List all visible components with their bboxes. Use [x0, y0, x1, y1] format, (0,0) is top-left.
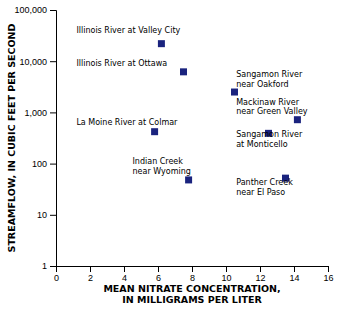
tick-mark	[226, 266, 227, 272]
tick-mark	[192, 266, 193, 272]
tick-label: 14	[289, 273, 299, 283]
tick-label: 4	[122, 273, 127, 283]
tick-label: 8	[190, 273, 195, 283]
annotation: Illinois River at Ottawa	[76, 59, 167, 68]
annotation: Panther Creeknear El Paso	[236, 178, 293, 197]
tick-label: 10,000	[19, 57, 47, 67]
tick: 1	[42, 261, 56, 271]
annotation: La Moine River at Colmar	[76, 118, 178, 127]
tick: 1,000	[24, 108, 56, 118]
tick: 10	[221, 266, 231, 283]
tick: 16	[323, 266, 333, 283]
tick: 14	[289, 266, 299, 283]
tick-label: 1,000	[24, 108, 47, 118]
x-axis-label: MEAN NITRATE CONCENTRATION,IN MILLIGRAMS…	[103, 283, 280, 305]
tick-label: 10	[221, 273, 231, 283]
point	[231, 89, 238, 96]
tick-mark	[124, 266, 125, 272]
tick: 100,000	[14, 5, 56, 15]
tick: 10	[37, 210, 56, 220]
tick-mark	[50, 215, 56, 216]
tick-mark	[50, 266, 56, 267]
point	[294, 116, 301, 123]
axis-line	[50, 11, 57, 267]
tick: 10,000	[19, 57, 56, 67]
plot: 0 2 4 6 8 10 12 14 16 1 10 100 1,000 10,000 100,000 Ill…	[14, 5, 333, 283]
tick: 0	[54, 266, 59, 283]
axis-line	[57, 267, 329, 273]
tick-mark	[50, 112, 56, 113]
tick-label: 100,000	[14, 5, 47, 15]
tick-mark	[260, 266, 261, 272]
tick: 4	[122, 266, 127, 283]
tick-mark	[50, 61, 56, 62]
point	[151, 128, 158, 135]
x-axis: 0 2 4 6 8 10 12 14 16	[54, 266, 334, 283]
annotation: Indian Creeknear Wyoming	[133, 157, 191, 176]
tick-label: 100	[32, 159, 47, 169]
tick-mark	[50, 10, 56, 11]
tick: 12	[255, 266, 265, 283]
tick-label: 0	[54, 273, 59, 283]
tick-mark	[50, 164, 56, 165]
tick-mark	[328, 266, 329, 272]
tick-label: 10	[37, 210, 47, 220]
annotation: Sangamon Riverat Monticello	[236, 130, 303, 149]
tick-label: 6	[156, 273, 161, 283]
point	[185, 176, 192, 183]
annotation: Mackinaw Rivernear Green Valley	[236, 98, 308, 117]
tick: 2	[88, 266, 93, 283]
tick: 6	[156, 266, 161, 283]
tick-mark	[294, 266, 295, 272]
annotation: Sangamon Rivernear Oakford	[236, 70, 303, 89]
chart: 0 2 4 6 8 10 12 14 16 1 10 100 1,000 10,000 100,000 Ill…	[0, 0, 340, 310]
point	[158, 40, 165, 47]
y-axis-label: STREAMFLOW, IN CUBIC FEET PER SECOND	[6, 23, 17, 252]
tick-label: 2	[88, 273, 93, 283]
tick-mark	[158, 266, 159, 272]
tick-label: 12	[255, 273, 265, 283]
annotations: Illinois River at Valley City Illinois Ri…	[76, 26, 307, 196]
y-axis: 1 10 100 1,000 10,000 100,000	[14, 5, 56, 271]
tick: 100	[32, 159, 56, 169]
point	[180, 68, 187, 75]
annotation: Illinois River at Valley City	[76, 26, 180, 35]
tick-label: 16	[323, 273, 333, 283]
tick-mark	[90, 266, 91, 272]
tick: 8	[190, 266, 195, 283]
tick-label: 1	[42, 261, 47, 271]
